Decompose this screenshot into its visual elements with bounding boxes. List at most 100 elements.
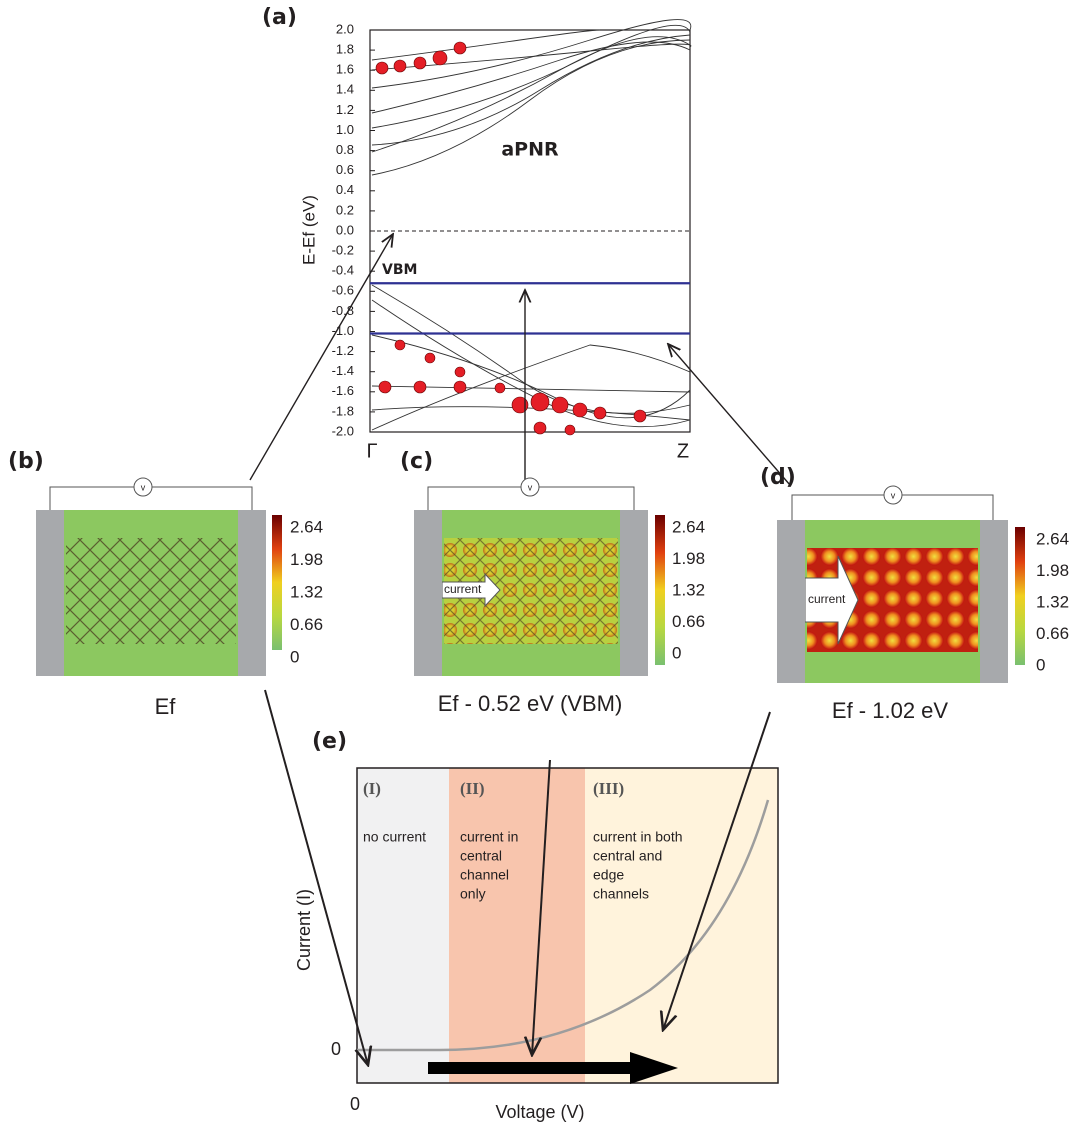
lead [36,510,64,676]
band-structure: (a) 2.0 1.8 1.6 1.4 1.2 1.0 0.8 0.6 0.4 0.2 0.0 -0.… [262,5,692,462]
colorbar-label: 1.32 [1036,592,1069,611]
panel-b: (b) v Ef [8,449,282,719]
region-text: current in both [593,829,683,845]
y-tick-label: 2.0 [336,21,354,36]
panel-e: (e) (I) no current (II) current in central ch… [294,729,779,1122]
colorbar-label: 1.32 [290,582,323,601]
caption: Ef [155,694,177,719]
current-arrow [441,572,501,608]
region-text: central and [593,848,662,864]
y-tick-label: 0.8 [336,142,354,157]
band-weights [375,41,647,436]
y-tick-label: 0.0 [336,222,354,237]
y-tick-label: 0.2 [336,202,354,217]
plot-frame [356,767,779,1084]
caption: Ef - 0.52 eV (VBM) [438,691,623,716]
arrow-label: current [808,592,846,606]
y-tick-label: -0.6 [332,283,354,298]
voltmeter [520,477,540,497]
y-tick-label: -1.0 [332,323,354,338]
arrows [249,234,791,486]
lead [620,510,648,676]
voltmeter-label: v [891,490,896,500]
colorbar-label: 0 [290,647,299,666]
panel-label: (c) [400,449,433,474]
k-point: Z [677,440,689,462]
panel-label: (e) [312,729,347,754]
region-text: only [460,886,486,902]
lead [414,510,442,676]
arrows [264,689,771,1065]
colorbar-label: 2.64 [1036,529,1069,548]
bands [371,19,692,431]
arrow-label: current [444,582,482,596]
y-axis-label: Current (I) [294,889,314,971]
region-text: edge [593,867,624,883]
voltmeter-label: v [528,482,533,492]
colorbar-label: 1.32 [672,580,705,599]
region [585,768,778,1083]
colorbar [272,515,282,650]
y-tick-label: -1.2 [332,343,354,358]
region-name: (I) [363,779,381,798]
colorbar-label: 2.64 [290,517,323,536]
y-tick-label: -1.4 [332,363,354,378]
voltmeter-label: v [141,482,146,492]
y-tick-label: 1.8 [336,42,354,57]
voltmeter [883,485,903,505]
voltmeter [133,477,153,497]
colorbar [1015,527,1025,665]
colorbar-label: 0.66 [672,612,705,631]
colorbar-label: 1.98 [290,550,323,569]
region-text: no current [363,829,426,845]
material-label: aPNR [501,139,559,161]
y-tick-label: 0.4 [336,182,354,197]
panel-c: (c) v current Ef - 0.52 eV (VBM) [400,449,665,716]
panel-label: (d) [760,465,796,490]
region-name: (II) [460,779,485,798]
region-text: central [460,848,502,864]
colorbar-label: 0.66 [290,615,323,634]
y-tick-label: -2.0 [332,423,354,438]
iv-curve [357,799,770,1052]
k-point: Γ [366,440,377,462]
lead [238,510,266,676]
colorbar-label: 0.66 [1036,624,1069,643]
panel-label: (b) [8,449,44,474]
region [357,768,449,1083]
y-tick-label: -0.4 [332,263,354,278]
y-axis-label: E-Ef (eV) [299,195,318,265]
panel-label: (a) [262,5,297,30]
colorbar-label: 0 [672,643,681,662]
region-text: channels [593,886,649,902]
y-tick-label: 1.6 [336,62,354,77]
colorbar [655,515,665,665]
current-arrow [804,555,859,645]
region-name: (III) [593,779,624,798]
lattice [66,538,236,644]
y-tick-label: 0.6 [336,162,354,177]
panel-d: (d) v current Ef - 1.02 eV [760,465,1025,723]
colorbar-label: 2.64 [672,517,705,536]
x-axis-label: Voltage (V) [495,1102,584,1122]
colorbar-label: 1.98 [672,549,705,568]
y-tick-label: -0.2 [332,243,354,258]
y-tick-label: 1.0 [336,122,354,137]
region-text: channel [460,867,509,883]
colorbar-label: 0 [1036,655,1045,674]
y-tick-label: 1.2 [336,102,354,117]
region-text: current in [460,829,518,845]
region [449,768,585,1083]
lead [980,520,1008,683]
colorbar-label: 1.98 [1036,561,1069,580]
y-zero: 0 [331,1039,341,1059]
y-tick-label: -1.6 [332,383,354,398]
y-tick-label: 1.4 [336,82,354,97]
caption: Ef - 1.02 eV [832,698,949,723]
y-tick-label: -1.8 [332,403,354,418]
vbm-label: VBM [382,262,417,278]
lead [777,520,805,683]
voltage-arrow [428,1052,678,1084]
x-zero: 0 [350,1094,360,1114]
